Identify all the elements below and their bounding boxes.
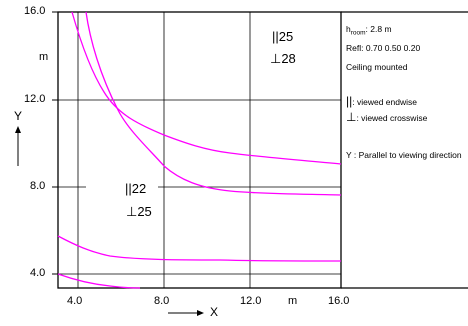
x-tick-4: 4.0 <box>67 295 83 307</box>
ugr-top-endwise: ||25 <box>272 30 293 43</box>
ugr-contour-5 <box>57 273 141 289</box>
endwise-icon: || <box>125 181 132 196</box>
ugr-contour-2 <box>71 11 342 165</box>
legend-crosswise: ⊥: viewed crosswise <box>346 110 428 124</box>
legend-endwise: ||: viewed endwise <box>346 94 417 108</box>
legend-parallel: Y : Parallel to viewing direction <box>346 150 462 160</box>
y-tick-12: 12.0 <box>24 93 46 105</box>
x-unit: m <box>288 295 298 307</box>
ugr-top-crosswise: ⊥28 <box>270 52 296 65</box>
endwise-icon: || <box>272 29 279 44</box>
mounting-type: Ceiling mounted <box>346 62 408 72</box>
plot-frame <box>57 11 342 289</box>
crosswise-icon: ⊥ <box>270 51 282 66</box>
ugr-mid-crosswise: ⊥25 <box>126 205 152 218</box>
x-axis-arrow <box>168 310 204 316</box>
x-tick-16: 16.0 <box>328 295 350 307</box>
y-axis-label: Y <box>14 109 23 123</box>
y-unit: m <box>39 51 49 63</box>
ugr-contour-4 <box>57 235 342 262</box>
ugr-mid-crosswise-value: 25 <box>137 204 152 219</box>
crosswise-icon: ⊥ <box>126 204 138 219</box>
ugr-top-endwise-value: 25 <box>278 29 294 44</box>
ugr-contour-1 <box>85 11 342 196</box>
y-tick-16: 16.0 <box>24 5 46 17</box>
ugr-mid-endwise-value: 22 <box>131 181 147 196</box>
x-axis-label: X <box>210 305 219 319</box>
y-tick-8: 8.0 <box>30 180 46 192</box>
x-tick-12: 12.0 <box>240 295 262 307</box>
y-axis-arrow <box>15 126 21 166</box>
ugr-mid-endwise: ||22 <box>125 182 146 195</box>
room-height: hroom: 2.8 m <box>346 24 392 37</box>
endwise-icon: || <box>346 94 353 108</box>
ugr-contour-3 <box>58 82 341 140</box>
y-tick-4: 4.0 <box>30 267 46 279</box>
crosswise-icon: ⊥ <box>346 110 357 124</box>
ugr-top-crosswise-value: 28 <box>281 51 296 66</box>
x-tick-8: 8.0 <box>154 295 170 307</box>
reflectance: Refl: 0.70 0.50 0.20 <box>346 43 421 53</box>
